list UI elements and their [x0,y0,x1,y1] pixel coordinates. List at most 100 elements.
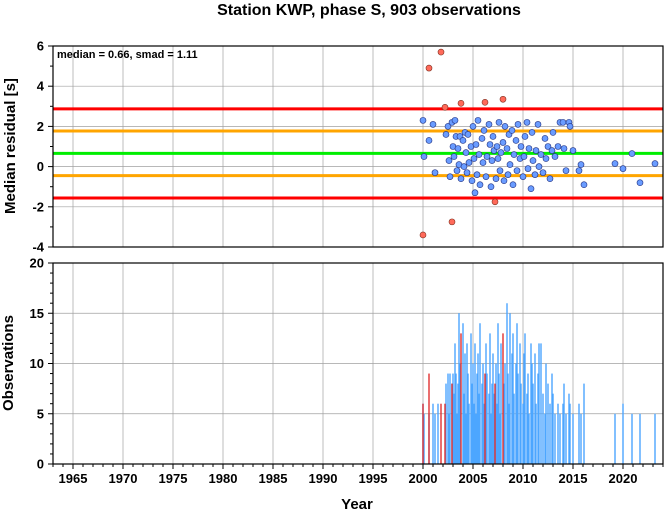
year-x-ticks: 1965 1970 1975 1980 1985 1990 1995 2000 2005 2010… [52,464,664,486]
residual-point [517,143,525,150]
residual-y-ticks: -4 -2 0 2 4 6 [32,39,53,255]
residual-point [628,150,636,157]
x-tick-label: 1980 [209,471,238,486]
residual-point [512,137,520,144]
x-tick-label: 2020 [609,471,638,486]
y-tick-label: 4 [37,79,45,94]
residual-point [450,153,458,160]
outlier-point [499,95,507,103]
residual-panel: -4 -2 0 2 4 6 median = 0.66, smad = 1.11 Medi… [2,39,664,255]
residual-point [551,153,559,160]
residual-point [497,149,505,156]
x-tick-label: 2005 [459,471,488,486]
residual-point [429,121,437,128]
y-tick-label: 20 [30,256,44,271]
residual-point [535,163,543,170]
residual-point [486,141,494,148]
residual-point [453,167,461,174]
residual-point [496,167,504,174]
residual-point [480,127,488,134]
residual-point [566,123,574,130]
outlier-point [441,104,449,111]
outlier-point [457,99,465,107]
outlier-point [491,198,499,206]
residual-point [611,160,619,167]
residual-point [514,121,522,128]
residual-point [442,131,450,138]
residual-point [472,141,480,148]
residual-point [451,117,459,124]
residual-point [479,159,487,166]
residual-point [464,131,472,138]
y-tick-label: 0 [37,159,44,174]
residual-point [503,145,511,152]
residual-point [493,143,501,150]
residual-point [524,165,532,172]
observation-bars [422,303,656,464]
residual-point [495,119,503,126]
outlier-point [481,98,489,106]
residual-point [521,133,529,140]
residual-point [527,185,535,193]
y-tick-label: 0 [37,457,44,472]
residual-point [554,143,562,150]
residual-point [528,129,536,136]
residual-point [419,117,427,124]
residual-point [504,171,512,178]
residual-grid [53,45,663,248]
outlier-point [448,218,456,226]
residual-point [500,177,508,184]
residual-point [478,135,486,142]
residual-point [548,147,556,154]
residual-point [580,181,588,188]
observations-y-axis-label: Observations [0,315,17,411]
observations-y-ticks: 0 5 10 15 20 [30,256,53,472]
residual-frame [52,45,664,248]
chart-title: Station KWP, phase S, 903 observations [217,2,521,19]
residual-point [562,167,570,174]
residual-point [489,133,497,140]
x-tick-label: 2000 [409,471,438,486]
residual-point [487,183,495,190]
residual-point [519,173,527,180]
y-tick-label: 10 [30,356,44,371]
residual-point [529,157,537,164]
residual-point [549,129,557,136]
residual-point [539,169,547,176]
residual-point [420,153,428,160]
residual-point [534,121,542,128]
x-tick-label: 2015 [559,471,588,486]
residual-point [485,121,493,128]
residual-point [541,135,549,142]
residual-point [444,123,452,130]
outlier-point [419,231,427,239]
observations-panel: 0 5 10 15 20 1965 1970 1975 1980 1985 1990 1995 200… [0,256,664,511]
residual-point [470,155,478,162]
y-tick-label: -4 [32,240,44,255]
residual-point [465,159,473,166]
residual-point [459,137,467,144]
y-tick-label: -2 [32,199,44,214]
residual-point [651,160,659,167]
residual-point [523,119,531,126]
x-tick-label: 1990 [309,471,338,486]
residual-point [509,181,517,188]
residual-point [476,181,484,188]
residual-point [544,143,552,150]
y-tick-label: 6 [37,39,44,54]
residual-point [542,155,550,162]
residual-point [483,153,491,160]
residual-point [431,169,439,176]
x-axis-label: Year [341,496,373,511]
x-tick-label: 1975 [159,471,188,486]
residual-point [482,173,490,180]
residual-point [469,123,477,130]
residual-point [425,137,433,144]
residual-points [419,48,659,239]
residual-point [559,119,567,126]
residual-y-axis-label: Median residual [s] [2,78,19,214]
residual-point [473,171,481,178]
residual-point [494,155,502,162]
residual-point [531,171,539,178]
